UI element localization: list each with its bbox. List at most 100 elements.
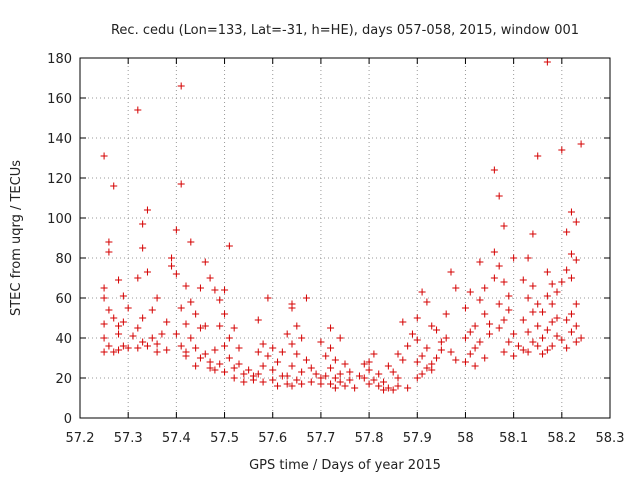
data-point — [490, 274, 498, 282]
data-point — [529, 308, 537, 316]
data-point — [384, 362, 392, 370]
data-point — [124, 304, 132, 312]
data-point — [524, 328, 532, 336]
data-point — [278, 348, 286, 356]
data-point — [519, 346, 527, 354]
data-point — [283, 330, 291, 338]
data-point — [365, 358, 373, 366]
data-point — [196, 324, 204, 332]
data-point — [168, 254, 176, 262]
data-point — [302, 294, 310, 302]
data-point — [240, 378, 248, 386]
data-point — [413, 336, 421, 344]
data-point — [187, 298, 195, 306]
data-point — [221, 286, 229, 294]
data-point — [115, 276, 123, 284]
data-point — [110, 182, 118, 190]
data-point — [418, 370, 426, 378]
data-point — [206, 364, 214, 372]
data-point — [380, 386, 388, 394]
data-point — [548, 318, 556, 326]
data-point — [153, 294, 161, 302]
data-point — [100, 348, 108, 356]
data-point — [442, 310, 450, 318]
data-point — [495, 300, 503, 308]
data-point — [148, 306, 156, 314]
data-point — [115, 346, 123, 354]
data-point — [529, 282, 537, 290]
data-point — [341, 382, 349, 390]
data-point — [394, 350, 402, 358]
data-point — [196, 354, 204, 362]
data-point — [259, 340, 267, 348]
data-point — [481, 284, 489, 292]
data-point — [129, 332, 137, 340]
data-point — [539, 350, 547, 358]
data-point — [360, 374, 368, 382]
data-point — [317, 374, 325, 382]
data-point — [433, 326, 441, 334]
data-point — [264, 352, 272, 360]
data-point — [216, 360, 224, 368]
data-point — [539, 334, 547, 342]
data-point — [317, 380, 325, 388]
data-point — [105, 306, 113, 314]
data-point — [428, 322, 436, 330]
data-point — [336, 378, 344, 386]
data-point — [543, 346, 551, 354]
data-point — [327, 380, 335, 388]
data-point — [394, 382, 402, 390]
data-point — [534, 322, 542, 330]
data-point — [139, 244, 147, 252]
data-point — [437, 346, 445, 354]
y-tick-label: 0 — [64, 412, 72, 427]
data-point — [548, 300, 556, 308]
data-point — [563, 266, 571, 274]
data-point — [471, 362, 479, 370]
data-point — [225, 334, 233, 342]
data-point — [211, 286, 219, 294]
data-point — [500, 278, 508, 286]
data-point — [514, 342, 522, 350]
data-point — [105, 238, 113, 246]
data-point — [168, 262, 176, 270]
data-point — [466, 288, 474, 296]
data-point — [355, 372, 363, 380]
data-point — [312, 370, 320, 378]
data-point — [567, 274, 575, 282]
y-tick-label: 120 — [47, 172, 72, 187]
data-point — [433, 354, 441, 362]
data-point — [423, 364, 431, 372]
data-point — [269, 376, 277, 384]
data-point — [577, 334, 585, 342]
data-point — [567, 250, 575, 258]
data-point — [558, 336, 566, 344]
data-point — [327, 324, 335, 332]
data-point — [327, 344, 335, 352]
data-point — [134, 106, 142, 114]
data-point — [490, 248, 498, 256]
data-point — [510, 254, 518, 262]
data-point — [298, 368, 306, 376]
data-point — [206, 274, 214, 282]
data-point — [389, 368, 397, 376]
data-point — [500, 348, 508, 356]
data-point — [192, 344, 200, 352]
data-point — [476, 338, 484, 346]
data-point — [331, 356, 339, 364]
data-point — [553, 288, 561, 296]
data-point — [510, 330, 518, 338]
data-point — [543, 58, 551, 66]
data-point — [404, 342, 412, 350]
data-point — [336, 370, 344, 378]
data-point — [548, 342, 556, 350]
data-point — [254, 370, 262, 378]
data-point — [466, 328, 474, 336]
data-point — [452, 356, 460, 364]
data-point — [177, 82, 185, 90]
data-point — [505, 292, 513, 300]
data-point — [389, 386, 397, 394]
data-point — [201, 258, 209, 266]
x-tick-label: 58.3 — [596, 431, 625, 446]
data-point — [259, 378, 267, 386]
